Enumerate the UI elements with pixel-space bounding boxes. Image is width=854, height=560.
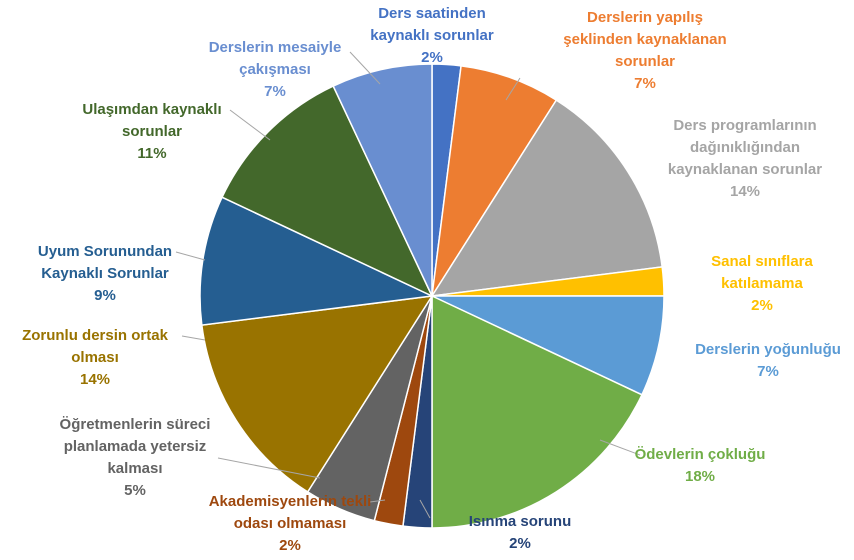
pie-slice [430,99,664,297]
label-line: sorunlar [615,53,675,70]
leader-line [175,251,206,261]
slice-percent: 14% [730,183,760,200]
label-line: çakışması [239,61,311,78]
pie-slice [431,64,558,297]
slice-label: Akademisyenlerin tekli odası olmaması [209,493,372,532]
slice-label: Ödevlerin çokluğu [635,446,766,463]
slice-label: Isınma sorunu [469,513,572,530]
label-line: Zorunlu dersin ortak [22,327,169,344]
slice-label: Ulaşımdan kaynaklı sorunlar [82,101,221,140]
label-line: Öğretmenlerin süreci [60,416,211,433]
slice-label: Ders saatinden kaynaklı sorunlar [370,5,494,44]
slice-percent: 5% [124,482,146,499]
label-line: planlamada yetersiz [64,438,207,455]
label-line: Ders programlarının [673,117,816,134]
slice-percent: 2% [421,49,443,66]
label-line: kaynaklı sorunlar [370,27,494,44]
pie-slice [431,295,665,396]
label-line: Derslerin yoğunluğu [695,341,841,358]
slice-percent: 2% [509,535,531,552]
slice-percent: 18% [685,468,715,485]
leader-line [349,51,381,85]
slice-percent: 7% [757,363,779,380]
leader-line [369,499,386,503]
slice-percent: 9% [94,287,116,304]
slice-label: Derslerin yapılış şeklinden kaynaklanan so… [563,9,726,70]
label-line: Derslerin yapılış [587,9,703,26]
leader-line [599,439,641,456]
label-line: katılamama [721,275,803,292]
label-line: Sanal sınıflara [711,253,813,270]
slice-label: Derslerin mesaiyle çakışması [209,39,342,78]
label-line: Uyum Sorunundan [38,243,172,260]
pie-slice [200,295,434,493]
slice-label: Sanal sınıflara katılamama [711,253,813,292]
label-line: Isınma sorunu [469,513,572,530]
label-line: kalması [107,460,162,477]
label-line: Ödevlerin çokluğu [635,446,766,463]
slice-label: Zorunlu dersin ortak olması [22,327,169,366]
label-line: şeklinden kaynaklanan [563,31,726,48]
label-line: kaynaklanan sorunlar [668,161,822,178]
label-line: Derslerin mesaiyle [209,39,342,56]
leader-line [229,109,271,141]
slice-label: Öğretmenlerin süreci planlamada yetersiz k… [60,416,211,477]
slice-label: Uyum Sorunundan Kaynaklı Sorunlar [38,243,172,282]
leader-line [505,77,521,101]
label-line: Ders saatinden [378,5,486,22]
leader-line [419,499,431,519]
slice-percent: 7% [634,75,656,92]
leader-line [181,335,206,341]
label-line: Ulaşımdan kaynaklı [82,101,221,118]
label-line: dağınıklığından [690,139,800,156]
slice-percent: 2% [279,537,301,554]
leader-line [217,457,321,479]
pie-slice [431,294,643,529]
slice-percent: 11% [137,145,166,162]
slice-percent: 2% [751,297,773,314]
slice-percent: 14% [80,371,110,388]
pie-slice [221,85,434,298]
slice-label: Derslerin yoğunluğu [695,341,841,358]
slice-label: Ders programlarının dağınıklığından kaynak… [668,117,822,178]
label-line: sorunlar [122,123,182,140]
label-line: odası olmaması [234,515,347,532]
label-line: olması [71,349,119,366]
pie-slice [332,63,433,297]
label-line: Akademisyenlerin tekli [209,493,372,510]
slice-percent: 7% [264,83,286,100]
label-line: Kaynaklı Sorunlar [41,265,169,282]
